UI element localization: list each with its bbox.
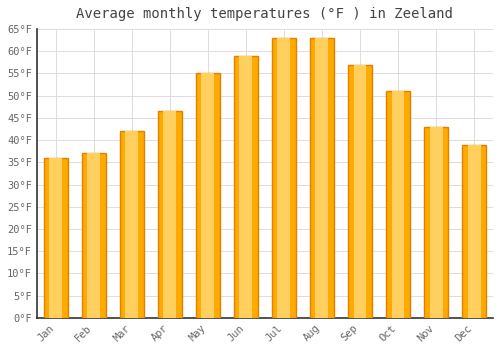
Bar <box>354 65 366 318</box>
Bar <box>196 74 220 318</box>
Bar <box>50 158 62 318</box>
Bar <box>430 127 442 318</box>
Bar <box>462 145 486 318</box>
Bar <box>158 111 182 318</box>
Bar <box>392 91 404 318</box>
Bar <box>164 111 176 318</box>
Bar <box>278 38 290 318</box>
Bar <box>44 158 68 318</box>
Bar <box>120 131 144 318</box>
Bar <box>468 145 480 318</box>
Bar <box>202 74 214 318</box>
Bar <box>88 153 101 318</box>
Bar <box>316 38 328 318</box>
Bar <box>310 38 334 318</box>
Bar <box>272 38 295 318</box>
Bar <box>424 127 448 318</box>
Bar <box>386 91 410 318</box>
Bar <box>234 56 258 318</box>
Title: Average monthly temperatures (°F ) in Zeeland: Average monthly temperatures (°F ) in Ze… <box>76 7 454 21</box>
Bar <box>348 65 372 318</box>
Bar <box>126 131 138 318</box>
Bar <box>82 153 106 318</box>
Bar <box>240 56 252 318</box>
